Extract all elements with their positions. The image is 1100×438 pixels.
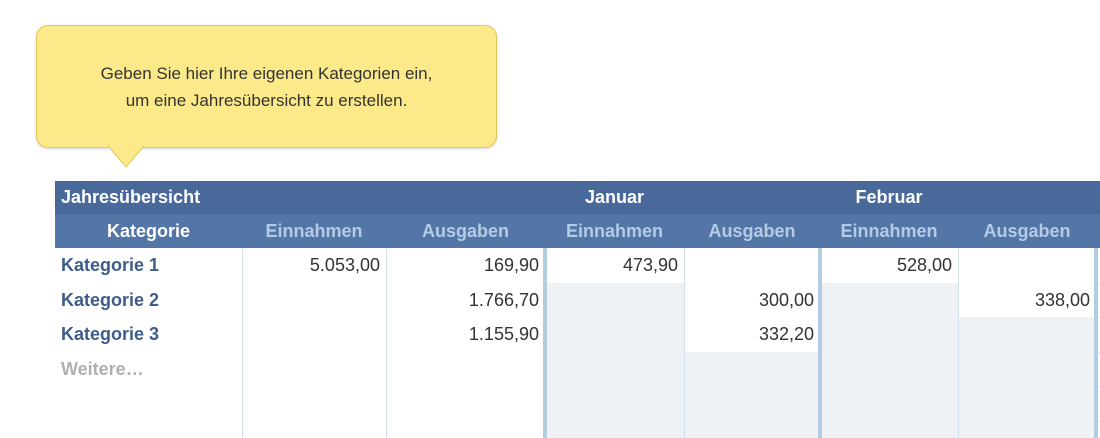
cell[interactable] bbox=[684, 248, 820, 283]
cell[interactable] bbox=[545, 351, 684, 386]
column-header: Ausgaben bbox=[983, 221, 1071, 241]
column-divider bbox=[958, 248, 959, 438]
cell[interactable] bbox=[242, 386, 386, 421]
header-row bbox=[55, 214, 1100, 248]
cell[interactable] bbox=[684, 351, 820, 386]
table-title: Jahresübersicht bbox=[61, 187, 201, 207]
cell[interactable] bbox=[242, 317, 386, 352]
cell[interactable] bbox=[820, 282, 958, 317]
cell[interactable] bbox=[242, 351, 386, 386]
cell[interactable] bbox=[684, 386, 820, 421]
cell[interactable] bbox=[820, 386, 958, 421]
cell[interactable] bbox=[820, 420, 958, 438]
cell[interactable]: 473,90 bbox=[545, 248, 684, 283]
cell[interactable] bbox=[242, 282, 386, 317]
cell[interactable] bbox=[820, 317, 958, 352]
column-divider bbox=[684, 248, 685, 438]
cell[interactable]: 300,00 bbox=[684, 282, 820, 317]
cell[interactable] bbox=[958, 248, 1096, 283]
tooltip-pointer bbox=[108, 145, 144, 168]
cell[interactable]: 528,00 bbox=[820, 248, 958, 283]
cell[interactable] bbox=[684, 420, 820, 438]
cell[interactable]: 338,00 bbox=[958, 282, 1096, 317]
month-divider bbox=[543, 248, 547, 438]
row-label[interactable]: Weitere… bbox=[55, 351, 242, 386]
cell[interactable]: 169,90 bbox=[386, 248, 545, 283]
cell[interactable] bbox=[820, 351, 958, 386]
cell[interactable] bbox=[545, 282, 684, 317]
row-label[interactable]: Kategorie 1 bbox=[55, 248, 242, 283]
row-label[interactable] bbox=[55, 386, 242, 421]
row-label[interactable]: Kategorie 3 bbox=[55, 317, 242, 352]
cell[interactable]: 1.155,90 bbox=[386, 317, 545, 352]
column-header: Einnahmen bbox=[840, 221, 938, 241]
month-divider bbox=[1094, 248, 1098, 438]
row-label[interactable] bbox=[55, 420, 242, 438]
cell[interactable]: 332,20 bbox=[684, 317, 820, 352]
cell[interactable] bbox=[545, 386, 684, 421]
cell[interactable] bbox=[386, 386, 545, 421]
cell[interactable] bbox=[958, 351, 1096, 386]
row-label[interactable]: Kategorie 2 bbox=[55, 282, 242, 317]
cell[interactable] bbox=[545, 420, 684, 438]
column-header: Einnahmen bbox=[265, 221, 363, 241]
tooltip-line: um eine Jahresübersicht zu erstellen. bbox=[125, 90, 408, 110]
cell[interactable]: 5.053,00 bbox=[242, 248, 386, 283]
cell[interactable] bbox=[958, 420, 1096, 438]
header-row bbox=[55, 181, 1100, 214]
column-header: Ausgaben bbox=[708, 221, 796, 241]
month-header: Februar bbox=[855, 187, 923, 207]
tooltip-line: Geben Sie hier Ihre eigenen Kategorien e… bbox=[100, 63, 433, 83]
column-header: Kategorie bbox=[106, 221, 191, 241]
column-header: Ausgaben bbox=[421, 221, 509, 241]
cell[interactable] bbox=[242, 420, 386, 438]
month-divider bbox=[818, 248, 822, 438]
cell[interactable] bbox=[958, 317, 1096, 352]
cell[interactable] bbox=[386, 420, 545, 438]
tooltip: Geben Sie hier Ihre eigenen Kategorien e… bbox=[36, 25, 497, 148]
cell[interactable] bbox=[545, 317, 684, 352]
cell[interactable] bbox=[958, 386, 1096, 421]
cell[interactable]: 1.766,70 bbox=[386, 282, 545, 317]
column-header: Einnahmen bbox=[565, 221, 663, 241]
column-divider bbox=[386, 248, 387, 438]
column-divider bbox=[242, 248, 243, 438]
cell[interactable] bbox=[386, 351, 545, 386]
month-header: Januar bbox=[584, 187, 645, 207]
